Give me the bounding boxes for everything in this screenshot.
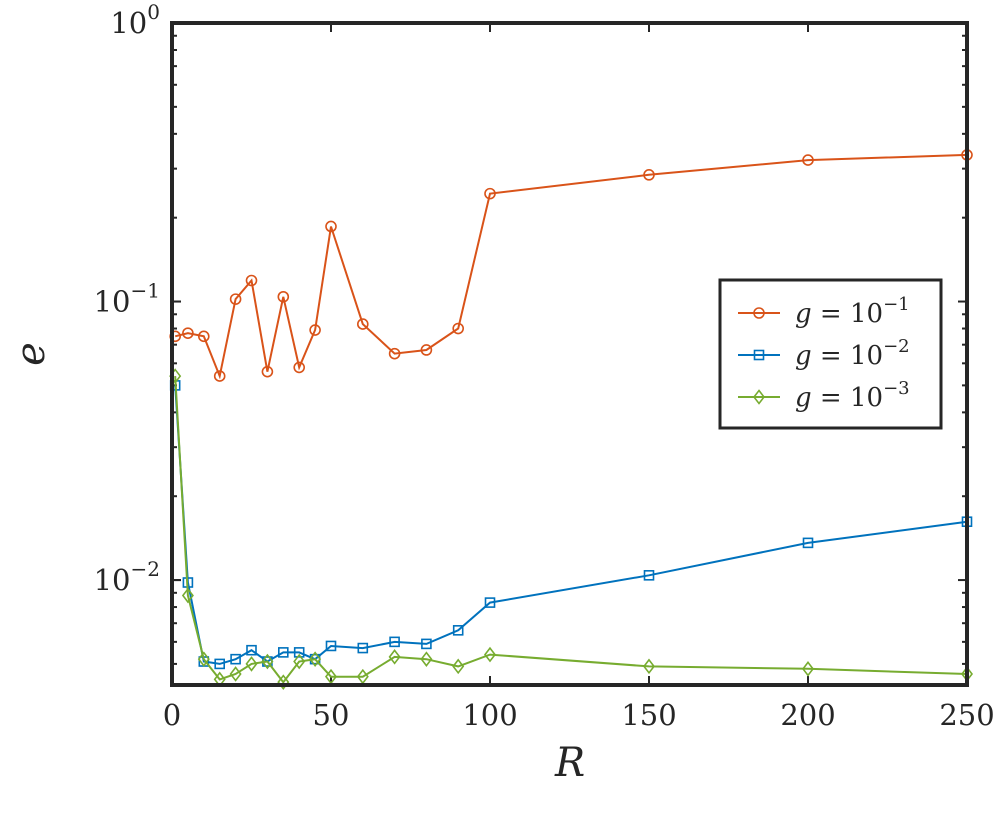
data-point-diamond [229,666,242,682]
series-line [174,376,968,684]
x-axis-label: R [554,740,585,786]
x-tick-label: 0 [163,698,181,732]
legend-base: = 10 [812,341,883,371]
y-tick-base: 10 [94,563,131,597]
data-point-circle [213,370,226,382]
y-tick-exponent: 0 [147,0,160,24]
legend-variable: g [795,299,812,329]
y-tick-base: 10 [110,6,147,40]
legend-entry: g = 10−2 [738,336,910,371]
legend-label: g = 10−1 [795,294,910,329]
data-point-circle [309,324,321,336]
x-tick-label: 50 [313,698,350,732]
legend-exponent: −3 [883,378,910,399]
y-tick-label: 100 [110,0,160,40]
x-tick-label: 100 [462,698,517,732]
data-point-diamond [642,658,656,675]
data-point-circle [182,327,194,339]
data-point-circle [229,293,242,305]
data-point-circle [388,347,401,360]
data-point-square [293,647,305,658]
y-axis-label: e [8,342,54,366]
data-point-square [325,640,337,652]
data-point-square [357,642,369,654]
data-point-square [246,644,257,656]
data-point-diamond [801,661,815,677]
data-point-circle [753,307,765,319]
legend-entry: g = 10−3 [738,378,910,413]
data-point-circle [356,318,369,330]
y-tick-base: 10 [94,285,131,319]
y-tick-exponent: −1 [131,279,160,303]
x-tick-label: 200 [780,698,835,732]
legend-variable: g [795,383,812,413]
data-point-square [230,653,241,665]
data-point-diamond [309,651,322,667]
legend-variable: g [795,341,812,371]
data-point-circle [261,365,274,378]
data-point-diamond [197,651,210,667]
data-point-diamond [277,674,290,690]
data-point-circle [802,154,814,166]
legend-exponent: −1 [883,294,910,315]
data-point-diamond [245,656,258,672]
data-point-diamond [752,389,766,405]
y-tick-label: 10−2 [94,557,160,597]
data-point-circle [277,290,290,303]
legend: g = 10−1g = 10−2g = 10−3 [718,278,943,430]
data-point-square [277,647,289,658]
data-point-square [484,597,496,608]
plot-frame [170,21,969,687]
data-point-circle [325,220,337,233]
data-point-square [389,636,400,648]
data-point-circle [420,344,433,356]
data-point-diamond [181,587,194,604]
data-point-circle [484,187,496,200]
y-tick-label: 10−1 [94,279,160,319]
x-tick-label: 150 [621,698,676,732]
data-point-circle [452,322,465,335]
data-point-square [802,537,814,549]
series-line [174,153,968,380]
data-point-diamond [483,646,497,663]
data-point-circle [293,361,306,374]
data-point-square [452,625,464,636]
data-point-square [421,638,432,650]
data-point-circle [198,330,210,343]
data-point-circle [245,274,258,287]
y-tick-exponent: −2 [131,557,160,581]
data-point-square [643,570,655,581]
data-point-diamond [420,651,433,667]
legend-box [718,278,943,430]
legend-label: g = 10−2 [795,336,910,371]
legend-base: = 10 [812,383,883,413]
legend-label: g = 10−3 [795,378,910,413]
legend-exponent: −2 [883,336,910,357]
data-point-square [214,658,225,670]
data-point-diamond [388,649,401,665]
data-point-circle [643,169,655,181]
data-point-diamond [293,653,306,670]
x-tick-label: 250 [939,698,994,732]
legend-entry: g = 10−1 [738,294,910,329]
data-point-square [753,349,765,361]
data-point-diamond [261,653,274,670]
data-point-diamond [452,658,465,675]
legend-base: = 10 [812,299,883,329]
